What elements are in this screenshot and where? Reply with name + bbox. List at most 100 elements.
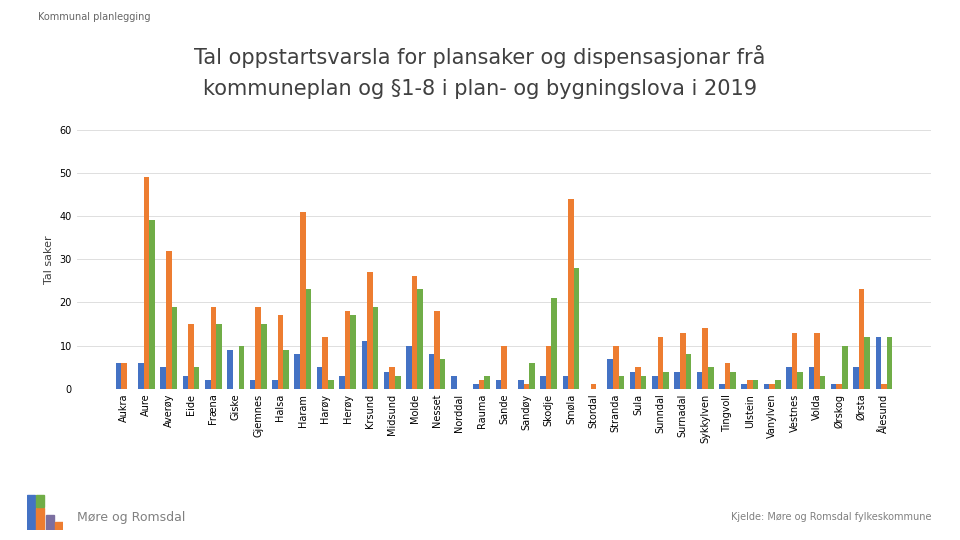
Bar bbox=[747, 380, 753, 389]
Bar bbox=[540, 376, 546, 389]
Bar bbox=[590, 384, 596, 389]
Bar bbox=[36, 508, 44, 530]
Bar bbox=[339, 376, 345, 389]
Bar bbox=[46, 515, 54, 530]
Bar bbox=[149, 220, 155, 389]
Bar bbox=[814, 333, 820, 389]
Bar bbox=[798, 372, 803, 389]
Bar bbox=[272, 380, 277, 389]
Bar bbox=[725, 363, 731, 389]
Bar bbox=[295, 354, 300, 389]
Bar bbox=[440, 359, 445, 389]
Bar bbox=[523, 384, 529, 389]
Bar bbox=[428, 354, 434, 389]
Bar bbox=[451, 376, 457, 389]
Bar bbox=[323, 337, 328, 389]
Bar bbox=[881, 384, 887, 389]
Bar bbox=[501, 346, 507, 389]
Bar bbox=[434, 311, 440, 389]
Bar bbox=[551, 298, 557, 389]
Bar bbox=[350, 315, 356, 389]
Bar bbox=[188, 324, 194, 389]
Bar bbox=[166, 251, 172, 389]
Bar bbox=[384, 372, 390, 389]
Bar bbox=[630, 372, 636, 389]
Bar bbox=[636, 367, 641, 389]
Text: Kommunal planlegging: Kommunal planlegging bbox=[38, 12, 151, 22]
Bar bbox=[618, 376, 624, 389]
Bar bbox=[697, 372, 703, 389]
Bar bbox=[685, 354, 691, 389]
Bar bbox=[753, 380, 758, 389]
Bar bbox=[277, 315, 283, 389]
Bar bbox=[261, 324, 267, 389]
Bar bbox=[663, 372, 669, 389]
Bar bbox=[658, 337, 663, 389]
Text: Møre og Romsdal: Møre og Romsdal bbox=[77, 511, 185, 524]
Bar bbox=[518, 380, 523, 389]
Bar bbox=[675, 372, 680, 389]
Bar bbox=[741, 384, 747, 389]
Bar bbox=[608, 359, 613, 389]
Bar bbox=[836, 384, 842, 389]
Bar bbox=[719, 384, 725, 389]
Bar bbox=[769, 384, 775, 389]
Bar bbox=[172, 307, 177, 389]
Bar bbox=[372, 307, 378, 389]
Bar bbox=[473, 384, 479, 389]
Bar bbox=[859, 289, 864, 389]
Bar bbox=[55, 522, 63, 530]
Bar bbox=[362, 341, 367, 389]
Bar bbox=[529, 363, 535, 389]
Bar bbox=[144, 177, 149, 389]
Bar bbox=[36, 495, 44, 507]
Bar bbox=[887, 337, 893, 389]
Bar bbox=[345, 311, 350, 389]
Bar bbox=[255, 307, 261, 389]
Bar bbox=[853, 367, 859, 389]
Bar bbox=[121, 363, 127, 389]
Bar bbox=[708, 367, 713, 389]
Bar bbox=[228, 350, 233, 389]
Bar bbox=[328, 380, 333, 389]
Bar bbox=[703, 328, 708, 389]
Bar bbox=[305, 289, 311, 389]
Bar bbox=[367, 272, 372, 389]
Bar bbox=[194, 367, 200, 389]
Bar bbox=[395, 376, 400, 389]
Bar bbox=[574, 268, 580, 389]
Text: Tal oppstartsvarsla for plansaker og dispensasjonar frå: Tal oppstartsvarsla for plansaker og dis… bbox=[194, 45, 766, 68]
Bar bbox=[731, 372, 736, 389]
Bar bbox=[283, 350, 289, 389]
Bar bbox=[842, 346, 848, 389]
Bar bbox=[300, 212, 305, 389]
Bar bbox=[390, 367, 395, 389]
Bar bbox=[495, 380, 501, 389]
Bar bbox=[479, 380, 485, 389]
Bar bbox=[115, 363, 121, 389]
Bar bbox=[613, 346, 618, 389]
Bar bbox=[138, 363, 144, 389]
Bar bbox=[216, 324, 222, 389]
Bar bbox=[792, 333, 798, 389]
Bar bbox=[205, 380, 210, 389]
Bar bbox=[546, 346, 551, 389]
Bar bbox=[876, 337, 881, 389]
Bar bbox=[239, 346, 244, 389]
Text: kommuneplan og §1-8 i plan- og bygningslova i 2019: kommuneplan og §1-8 i plan- og bygningsl… bbox=[203, 79, 757, 99]
Bar bbox=[160, 367, 166, 389]
Bar bbox=[412, 276, 418, 389]
Y-axis label: Tal saker: Tal saker bbox=[44, 235, 54, 284]
Bar bbox=[568, 199, 574, 389]
Bar bbox=[831, 384, 836, 389]
Bar bbox=[27, 495, 35, 530]
Bar bbox=[182, 376, 188, 389]
Bar bbox=[864, 337, 870, 389]
Bar bbox=[820, 376, 826, 389]
Bar bbox=[764, 384, 769, 389]
Bar bbox=[775, 380, 780, 389]
Bar bbox=[406, 346, 412, 389]
Bar bbox=[786, 367, 792, 389]
Bar bbox=[317, 367, 323, 389]
Bar bbox=[563, 376, 568, 389]
